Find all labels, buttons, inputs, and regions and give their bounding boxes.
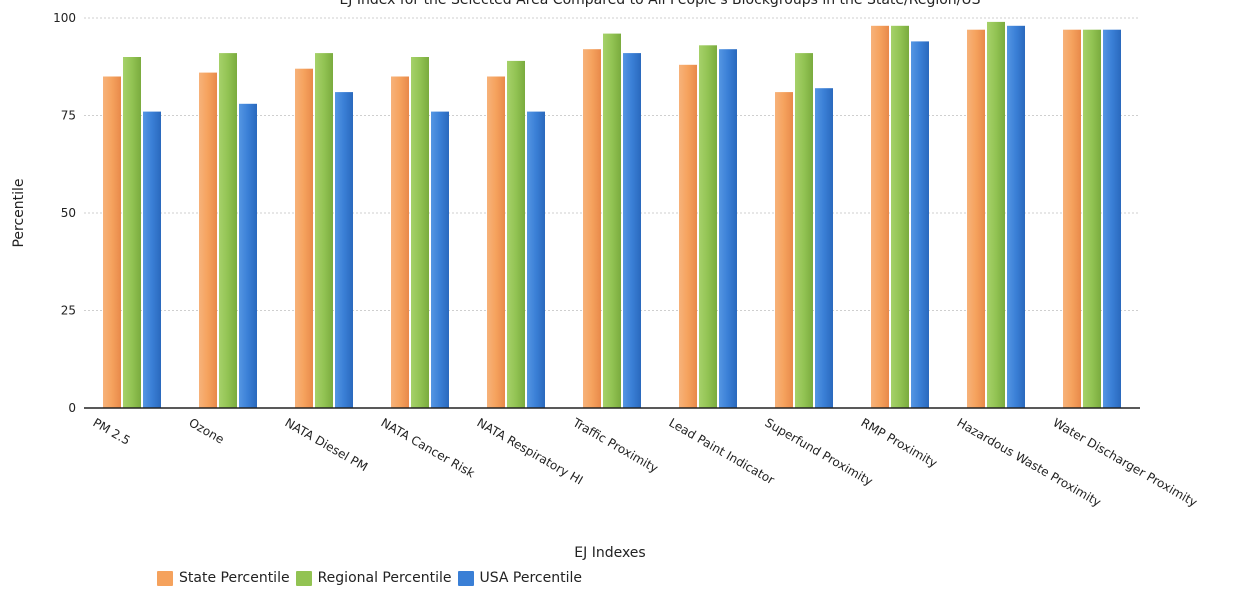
y-tick-label: 25 xyxy=(61,304,76,318)
bar-usa-6[interactable] xyxy=(719,49,737,408)
chart-title: EJ Index for the Selected Area Compared … xyxy=(339,0,980,8)
bar-state-1[interactable] xyxy=(199,72,217,408)
bar-state-6[interactable] xyxy=(679,64,697,409)
legend-swatch-usa xyxy=(457,570,474,586)
bar-state-5[interactable] xyxy=(583,49,601,408)
bar-state-8[interactable] xyxy=(871,25,889,409)
bar-regional-8[interactable] xyxy=(891,25,909,409)
bar-usa-5[interactable] xyxy=(623,53,641,408)
x-tick-label: Ozone xyxy=(187,415,227,446)
x-tick-label: NATA Diesel PM xyxy=(283,415,371,474)
x-axis-title: EJ Indexes xyxy=(574,545,645,561)
x-tick-label: NATA Respiratory HI xyxy=(475,415,586,487)
bar-regional-4[interactable] xyxy=(507,60,525,409)
x-tick-label: Lead Paint Indicator xyxy=(667,415,777,487)
y-tick-label: 0 xyxy=(68,401,76,415)
bar-usa-9[interactable] xyxy=(1007,25,1025,409)
legend: State Percentile Regional Percentile USA… xyxy=(157,570,588,586)
y-tick-label: 75 xyxy=(61,109,76,123)
bar-regional-5[interactable] xyxy=(603,33,621,408)
bar-regional-1[interactable] xyxy=(219,53,237,408)
bar-regional-9[interactable] xyxy=(987,21,1005,409)
legend-item-state[interactable]: State Percentile xyxy=(157,570,290,586)
bar-state-10[interactable] xyxy=(1063,29,1081,408)
bar-state-9[interactable] xyxy=(967,29,985,408)
bar-regional-3[interactable] xyxy=(411,57,429,408)
bar-usa-0[interactable] xyxy=(143,111,161,408)
bar-regional-0[interactable] xyxy=(123,57,141,408)
y-tick-label: 100 xyxy=(53,11,76,25)
bar-state-0[interactable] xyxy=(103,76,121,409)
bar-state-4[interactable] xyxy=(487,76,505,409)
x-tick-label: PM 2.5 xyxy=(91,415,133,447)
x-tick-label: Traffic Proximity xyxy=(570,415,661,476)
bar-state-3[interactable] xyxy=(391,76,409,409)
bar-regional-6[interactable] xyxy=(699,45,717,409)
bar-regional-10[interactable] xyxy=(1083,29,1101,408)
bar-usa-3[interactable] xyxy=(431,111,449,408)
bar-usa-8[interactable] xyxy=(911,41,929,409)
bar-state-2[interactable] xyxy=(295,68,313,408)
bar-usa-2[interactable] xyxy=(335,92,353,408)
legend-item-usa[interactable]: USA Percentile xyxy=(457,570,583,586)
bar-regional-7[interactable] xyxy=(795,53,813,408)
y-tick-label: 50 xyxy=(61,206,76,220)
legend-swatch-regional xyxy=(295,570,312,586)
legend-swatch-state xyxy=(157,570,173,586)
bar-usa-7[interactable] xyxy=(815,88,833,408)
bar-usa-4[interactable] xyxy=(527,111,545,408)
x-tick-label: NATA Cancer Risk xyxy=(379,415,478,480)
bar-regional-2[interactable] xyxy=(315,53,333,408)
bar-state-7[interactable] xyxy=(775,92,793,408)
bar-usa-1[interactable] xyxy=(239,103,257,409)
y-axis-title: Percentile xyxy=(11,178,27,247)
legend-label-usa: USA Percentile xyxy=(479,570,583,586)
legend-label-state: State Percentile xyxy=(179,570,290,586)
legend-item-regional[interactable]: Regional Percentile xyxy=(295,570,452,586)
x-tick-label: RMP Proximity xyxy=(859,415,940,470)
legend-label-regional: Regional Percentile xyxy=(317,570,452,586)
bar-usa-10[interactable] xyxy=(1103,29,1121,408)
